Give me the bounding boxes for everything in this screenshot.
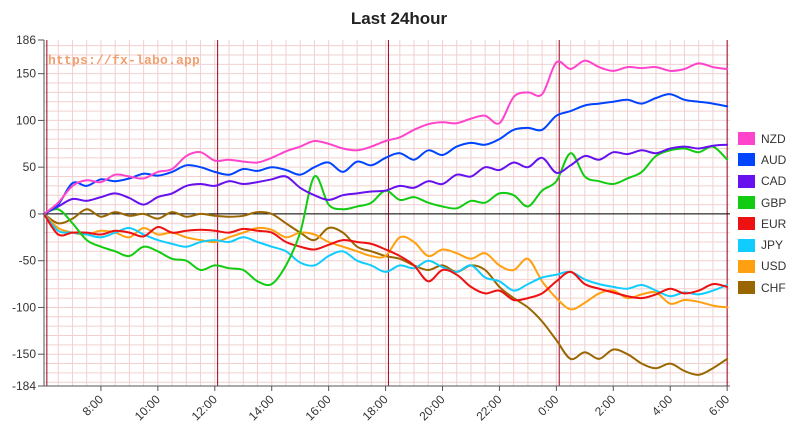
legend-label: USD	[761, 259, 787, 274]
series-line-cad	[43, 143, 729, 215]
legend-label: JPY	[761, 238, 784, 253]
series-line-jpy	[43, 212, 729, 298]
x-tick-labels: 8:00 10:00 12:00 14:00 16:00 18:00 20:00 22:00 0…	[80, 386, 733, 423]
x-tick-label: 20:00	[416, 392, 447, 423]
x-tick-label: 10:00	[132, 392, 163, 423]
y-tick-label: 100	[16, 113, 36, 127]
series-line-nzd	[43, 59, 729, 215]
y-tick-label: 0	[29, 207, 36, 221]
x-tick-label: 16:00	[303, 392, 334, 423]
legend-swatch	[738, 281, 755, 295]
series-lines	[43, 59, 729, 376]
session-lines	[46, 40, 728, 386]
x-tick-label: 12:00	[189, 392, 220, 423]
legend-item-usd[interactable]: USD	[738, 256, 786, 277]
legend-label: AUD	[761, 152, 787, 167]
legend-item-nzd[interactable]: NZD	[738, 128, 786, 149]
y-tick-labels: 186 150 100 50 0 -50 -100 -150 -184	[12, 33, 44, 393]
legend-label: GBP	[761, 195, 787, 210]
legend-swatch	[738, 196, 755, 210]
legend-swatch	[738, 217, 755, 231]
series-line-eur	[43, 212, 729, 302]
legend-swatch	[738, 153, 755, 167]
legend-swatch	[738, 238, 755, 252]
series-line-usd	[43, 212, 729, 311]
y-tick-label: -100	[12, 300, 36, 314]
legend-swatch	[738, 174, 755, 188]
legend-item-jpy[interactable]: JPY	[738, 234, 786, 255]
legend-swatch	[738, 259, 755, 273]
legend-item-aud[interactable]: AUD	[738, 149, 786, 170]
legend-item-gbp[interactable]: GBP	[738, 192, 786, 213]
y-tick-label: 50	[23, 160, 37, 174]
x-tick-label: 14:00	[246, 392, 277, 423]
legend-item-eur[interactable]: EUR	[738, 213, 786, 234]
legend-label: CAD	[761, 174, 787, 189]
x-tick-label: 22:00	[473, 392, 504, 423]
legend-item-cad[interactable]: CAD	[738, 171, 786, 192]
x-tick-label: 0:00	[535, 392, 562, 419]
y-tick-label: -50	[19, 254, 37, 268]
legend-item-chf[interactable]: CHF	[738, 277, 786, 298]
series-line-aud	[43, 93, 729, 215]
legend-label: CHF	[761, 280, 786, 295]
y-tick-label: 186	[16, 33, 36, 47]
x-tick-label: 8:00	[80, 392, 107, 419]
x-tick-label: 6:00	[706, 392, 733, 419]
y-tick-label: 150	[16, 67, 36, 81]
legend-label: NZD	[761, 131, 786, 146]
x-tick-label: 4:00	[649, 392, 676, 419]
legend-label: EUR	[761, 216, 787, 231]
watermark: https://fx-labo.app	[48, 53, 201, 68]
x-tick-label: 18:00	[360, 392, 391, 423]
y-tick-label: -150	[12, 347, 36, 361]
y-tick-label: -184	[12, 379, 36, 393]
x-tick-label: 2:00	[592, 392, 619, 419]
legend: NZD AUD CAD GBP EUR JPY USD CHF	[738, 128, 786, 298]
legend-swatch	[738, 132, 755, 146]
chart-title: Last 24hour	[350, 9, 448, 28]
